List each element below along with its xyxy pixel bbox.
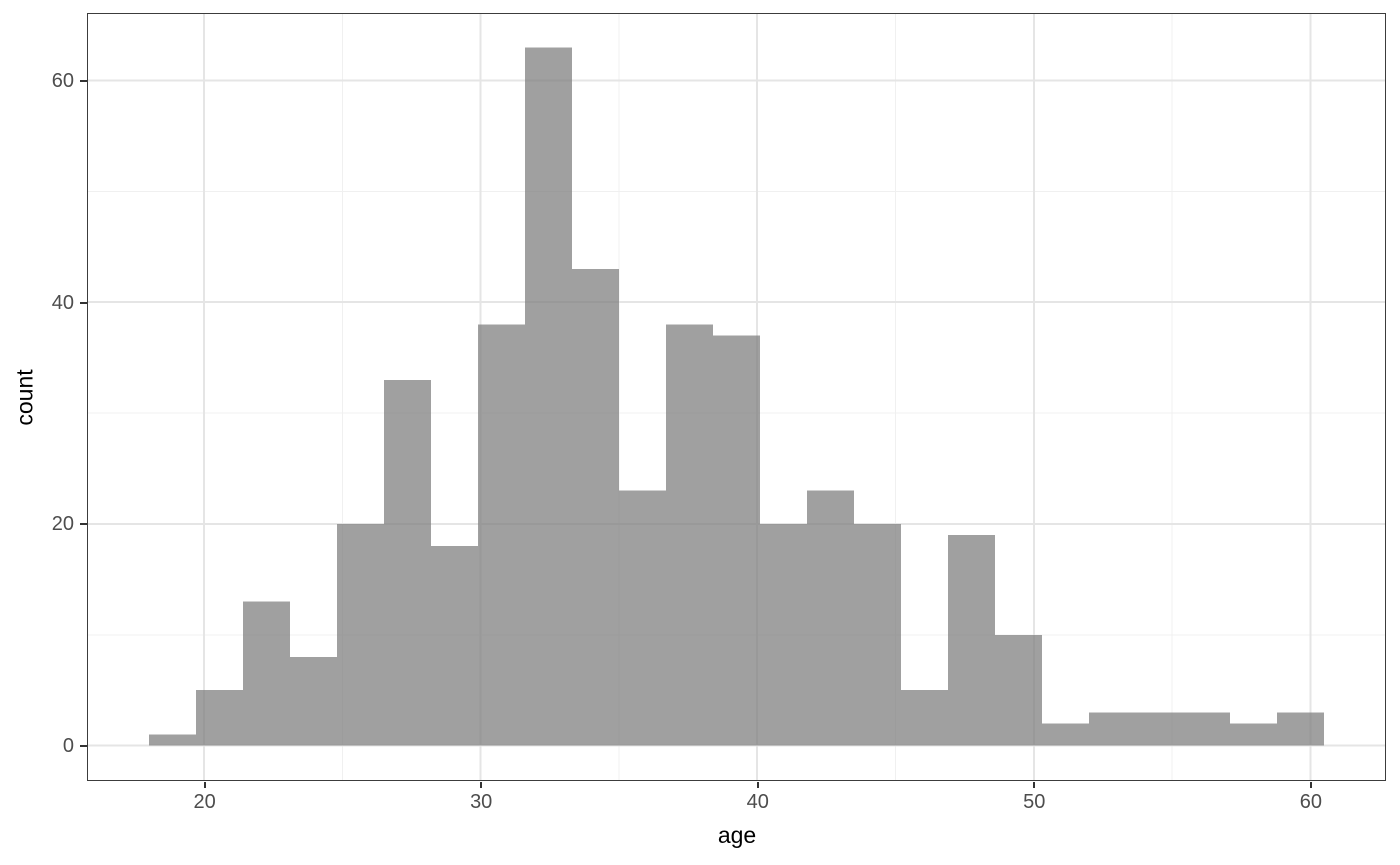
y-tick-mark xyxy=(80,80,87,82)
histogram-bar xyxy=(148,734,196,746)
histogram-bar xyxy=(430,546,478,746)
histogram-bar xyxy=(1230,723,1278,746)
plot-panel xyxy=(87,13,1386,781)
histogram-bar xyxy=(195,690,243,746)
y-tick-label: 40 xyxy=(51,291,74,314)
histogram-bar xyxy=(571,268,619,746)
histogram-bar xyxy=(618,490,666,746)
histogram-bar xyxy=(901,690,949,746)
y-tick-mark xyxy=(80,523,87,526)
y-tick-label: 60 xyxy=(51,70,74,92)
x-tick-mark xyxy=(1033,782,1036,788)
histogram-bar xyxy=(760,523,808,746)
x-tick-label: 60 xyxy=(1299,791,1322,813)
histogram-bar xyxy=(712,335,761,746)
histogram-bar xyxy=(1136,712,1184,746)
histogram-bar xyxy=(477,324,525,746)
histogram-bar xyxy=(336,523,384,746)
x-tick-label: 30 xyxy=(470,791,493,813)
histogram-bar xyxy=(1183,712,1231,746)
histogram-bar xyxy=(524,47,572,746)
histogram-bar xyxy=(383,379,431,746)
y-tick-label: 20 xyxy=(51,513,74,536)
x-tick-mark xyxy=(756,782,759,788)
x-tick-label: 50 xyxy=(1023,791,1046,813)
histogram-plot-area xyxy=(88,14,1385,780)
histogram-bar xyxy=(854,523,902,746)
y-tick-mark xyxy=(80,301,87,304)
histogram-bar xyxy=(1277,712,1325,746)
x-axis-title: age xyxy=(717,822,757,848)
x-tick-mark xyxy=(480,782,483,788)
x-tick-label: 40 xyxy=(746,791,769,813)
histogram-bar xyxy=(995,634,1043,746)
histogram-bar xyxy=(807,490,855,746)
x-tick-label: 20 xyxy=(193,791,216,813)
x-tick-mark xyxy=(1309,782,1312,788)
y-tick-label: 0 xyxy=(62,735,74,758)
histogram-bar xyxy=(1089,712,1137,746)
histogram-bar xyxy=(242,601,290,746)
histogram-bar xyxy=(665,324,713,746)
histogram-bar xyxy=(948,535,996,746)
histogram-bar xyxy=(1042,723,1090,746)
y-axis-title: count xyxy=(11,368,38,426)
x-tick-mark xyxy=(203,782,206,788)
histogram-bar xyxy=(289,656,337,746)
y-tick-mark xyxy=(80,745,87,748)
